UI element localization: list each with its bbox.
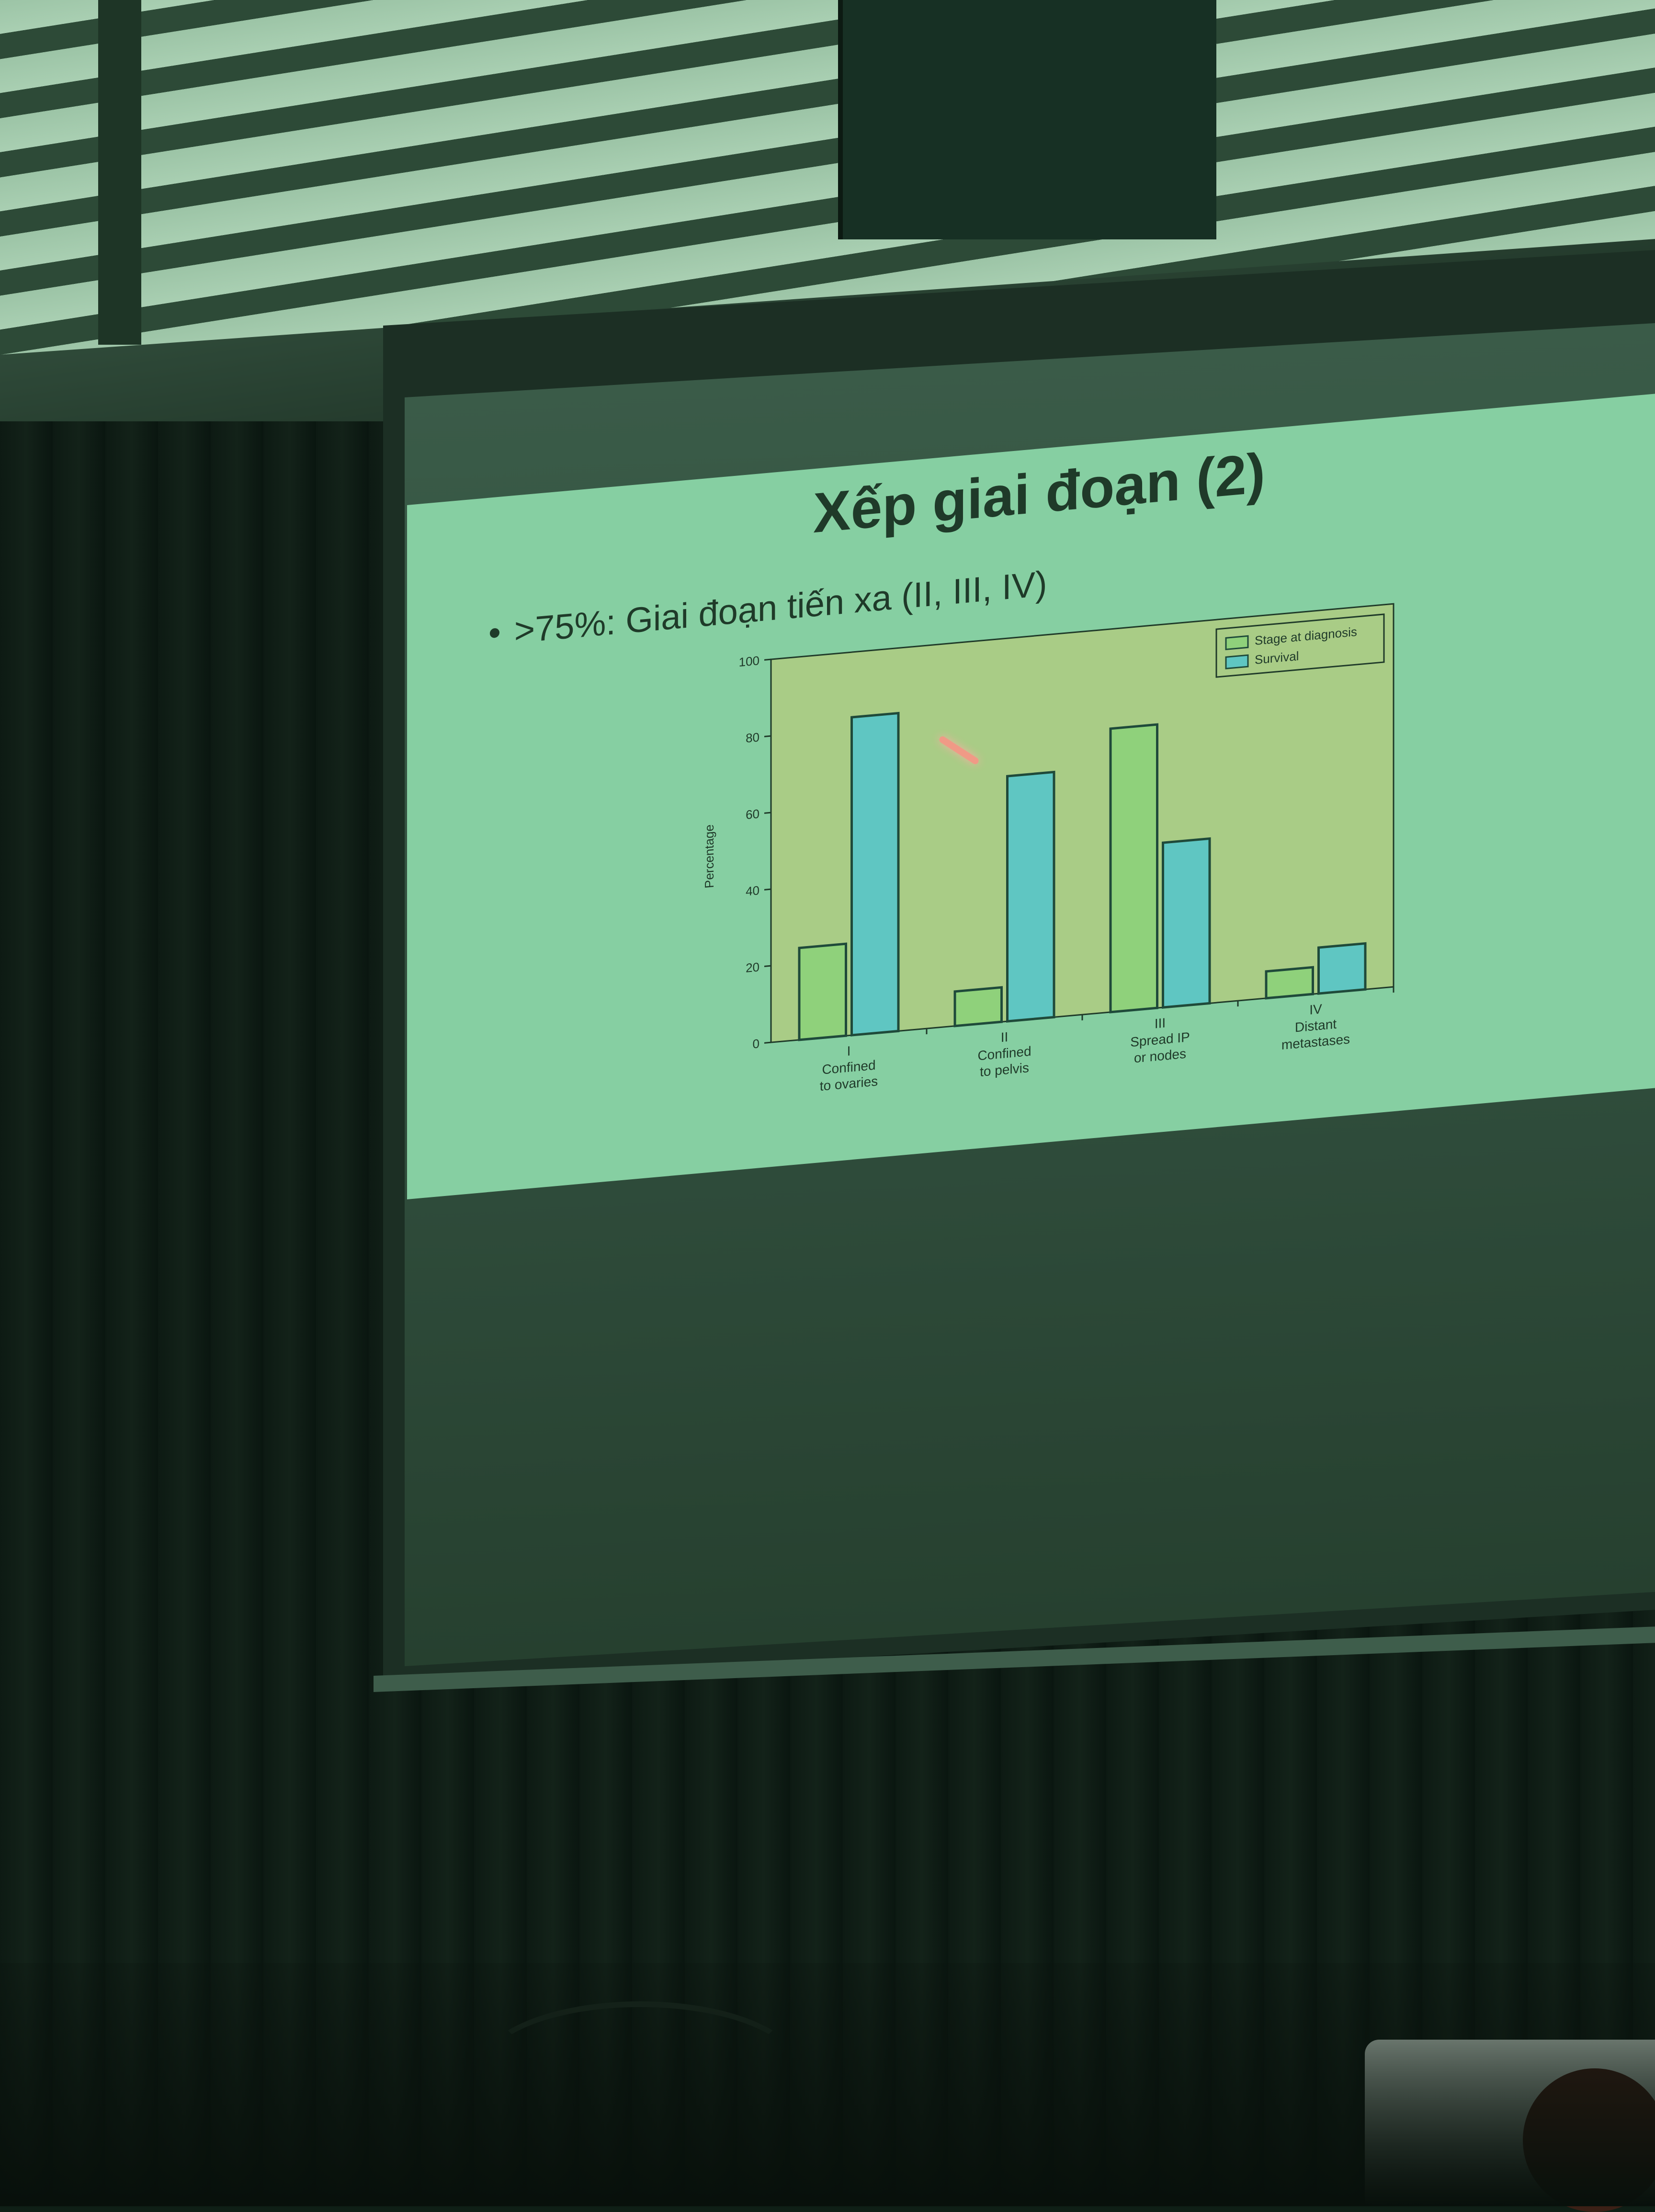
x-tick-label: metastases: [1281, 1031, 1350, 1052]
legend-box: [1215, 613, 1385, 678]
y-tick-label: 80: [746, 730, 759, 745]
bar-stage-at-diagnosis: [1265, 966, 1314, 1000]
x-tick-label: to ovaries: [820, 1073, 878, 1094]
y-tick-label: 0: [753, 1036, 759, 1051]
floor-shadow: [0, 1963, 1655, 2206]
bullet-dot-icon: •: [488, 612, 501, 653]
y-tick-mark: [764, 658, 771, 661]
bar-stage-at-diagnosis: [798, 942, 847, 1041]
y-tick-label: 40: [746, 883, 759, 899]
window-post: [98, 0, 141, 345]
y-tick-label: 20: [746, 959, 759, 975]
x-tick-label: to pelvis: [980, 1060, 1029, 1079]
x-tick-label: Distant: [1295, 1016, 1337, 1035]
bar-survival: [1006, 770, 1055, 1023]
x-tick-label: I: [847, 1043, 851, 1059]
bar-stage-at-diagnosis: [1109, 723, 1158, 1014]
y-tick-mark: [764, 1041, 771, 1044]
y-axis-label: Percentage: [702, 824, 716, 889]
x-tick-label: II: [1001, 1029, 1009, 1045]
y-tick-label: 60: [746, 806, 759, 822]
bar-survival: [1162, 837, 1211, 1009]
x-tick-label: IV: [1309, 1001, 1322, 1017]
legend-swatch: [1225, 635, 1249, 651]
projected-slide: Xếp giai đoạn (2) • >75%: Giai đoạn tiến …: [407, 392, 1655, 1200]
ceiling-panel: [838, 0, 1216, 239]
bar-stage-at-diagnosis: [953, 986, 1003, 1027]
y-tick-mark: [764, 888, 771, 891]
x-tick-label: or nodes: [1134, 1046, 1186, 1066]
bar-survival: [850, 711, 900, 1037]
legend-swatch: [1225, 654, 1249, 670]
y-tick-label: 100: [739, 653, 759, 669]
x-tick-label: III: [1155, 1016, 1166, 1031]
bar-survival: [1317, 942, 1367, 995]
